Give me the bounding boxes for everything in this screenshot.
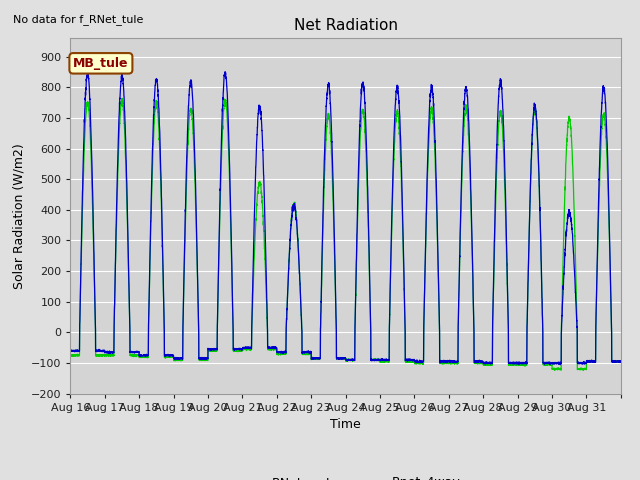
RNet_wat bbox=[84, 68, 92, 73]
RNet_wat bbox=[366, 298, 374, 303]
Line: Rnet_4way: Rnet_4way bbox=[70, 98, 621, 370]
RNet_wat bbox=[556, 362, 564, 368]
Rnet_4way bbox=[366, 295, 374, 301]
Rnet_4way bbox=[617, 358, 625, 364]
Legend: RNet_wat, Rnet_4way: RNet_wat, Rnet_4way bbox=[226, 471, 465, 480]
RNet_wat bbox=[524, 296, 531, 301]
RNet_wat bbox=[396, 110, 403, 116]
Y-axis label: Solar Radiation (W/m2): Solar Radiation (W/m2) bbox=[12, 143, 26, 289]
Rnet_4way bbox=[396, 131, 403, 137]
Rnet_4way bbox=[579, 367, 587, 373]
Rnet_4way bbox=[67, 352, 74, 358]
RNet_wat bbox=[538, 289, 546, 295]
RNet_wat bbox=[617, 359, 625, 365]
RNet_wat bbox=[497, 77, 504, 83]
Text: MB_tule: MB_tule bbox=[73, 57, 129, 70]
Rnet_4way bbox=[538, 289, 546, 295]
Rnet_4way bbox=[497, 110, 504, 116]
RNet_wat bbox=[67, 348, 74, 353]
Rnet_4way bbox=[524, 299, 531, 304]
Line: RNet_wat: RNet_wat bbox=[70, 71, 621, 365]
Rnet_4way bbox=[118, 96, 125, 101]
Title: Net Radiation: Net Radiation bbox=[294, 18, 397, 33]
Text: No data for f_RNet_tule: No data for f_RNet_tule bbox=[13, 14, 143, 25]
Rnet_4way bbox=[180, 251, 188, 257]
RNet_wat bbox=[180, 241, 188, 247]
X-axis label: Time: Time bbox=[330, 418, 361, 431]
